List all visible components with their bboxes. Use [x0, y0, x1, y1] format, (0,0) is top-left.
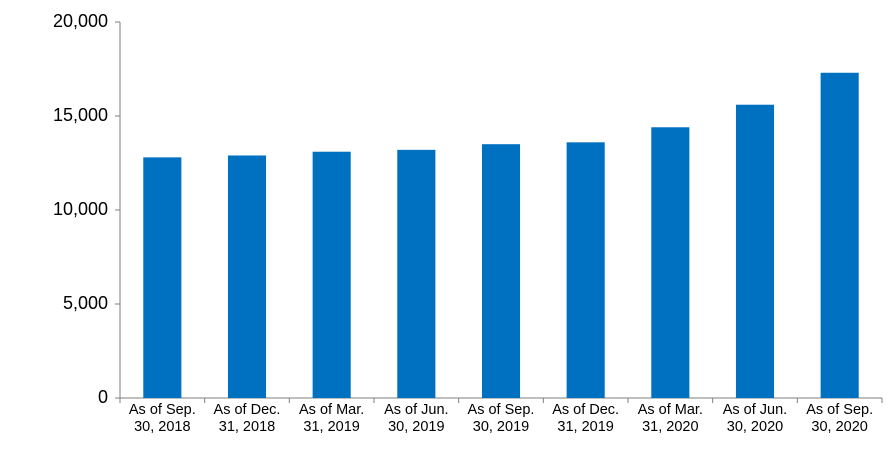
bar [312, 151, 351, 398]
bar [227, 155, 267, 398]
y-tick-label: 10,000 [53, 199, 108, 219]
x-tick-label: As of Sep. 30, 2019 [467, 402, 535, 435]
bar [481, 144, 521, 398]
x-tick-label: As of Mar. 31, 2020 [637, 402, 703, 435]
bar [651, 127, 690, 398]
bar [143, 157, 182, 398]
x-tick-label: As of Sep. 30, 2018 [128, 402, 196, 435]
x-tick-label: As of Jun. 30, 2019 [384, 402, 449, 435]
x-tick-label: As of Mar. 31, 2019 [299, 402, 365, 435]
x-tick-label: As of Jun. 30, 2020 [722, 402, 788, 435]
x-tick-label: As of Sep. 30, 2020 [806, 402, 874, 435]
x-tick-label: As of Dec. 31, 2019 [552, 402, 620, 435]
y-tick-label: 20,000 [53, 11, 108, 31]
y-tick-label: 0 [98, 387, 108, 407]
bar [735, 104, 775, 398]
y-tick-label: 5,000 [63, 293, 108, 313]
y-tick-label: 15,000 [53, 105, 108, 125]
x-tick-label: As of Dec. 31, 2018 [213, 402, 281, 435]
bar [820, 72, 859, 398]
bar [397, 149, 436, 398]
bar [566, 142, 605, 398]
